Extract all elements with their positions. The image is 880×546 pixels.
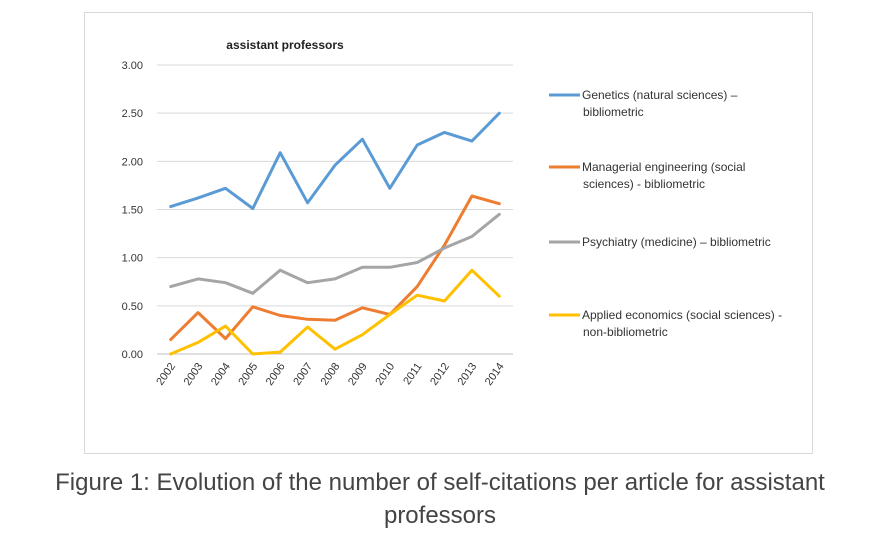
y-tick-label: 2.00 xyxy=(122,156,143,168)
x-tick-label: 2002 xyxy=(154,361,178,388)
series-line-4 xyxy=(169,268,501,356)
legend-label-1: bibliometric xyxy=(583,105,644,119)
x-tick-label: 2014 xyxy=(483,361,507,388)
x-tick-label: 2007 xyxy=(291,361,315,388)
x-tick-label: 2008 xyxy=(319,361,343,388)
x-tick-label: 2005 xyxy=(236,361,260,388)
x-tick-label: 2009 xyxy=(346,361,370,388)
chart-area: assistant professors 0.00 0.50 1.00 1.50 2.00… xyxy=(84,12,813,454)
y-tick-label: 1.50 xyxy=(122,205,143,217)
line-chart: assistant professors 0.00 0.50 1.00 1.50 2.00… xyxy=(122,38,783,388)
x-tick-label: 2013 xyxy=(456,361,480,388)
x-tick-label: 2004 xyxy=(209,361,233,388)
chart-title: assistant professors xyxy=(226,38,344,52)
x-tick-label: 2012 xyxy=(428,361,452,388)
legend-label-4: non-bibliometric xyxy=(583,325,668,339)
series-line-1 xyxy=(169,111,501,210)
series-line-3 xyxy=(169,212,501,295)
y-tick-label: 3.00 xyxy=(122,60,143,72)
y-tick-label: 0.00 xyxy=(122,349,143,361)
legend-label-1: Genetics (natural sciences) – xyxy=(582,88,738,102)
legend-label-4: Applied economics (social sciences) - xyxy=(582,308,782,322)
x-tick-label: 2010 xyxy=(373,361,397,388)
x-tick-label: 2011 xyxy=(401,361,424,387)
x-tick-label: 2003 xyxy=(182,361,206,388)
legend-label-2: Managerial engineering (social xyxy=(582,160,745,174)
x-tick-label: 2006 xyxy=(264,361,288,388)
legend-label-3: Psychiatry (medicine) – bibliometric xyxy=(582,235,771,249)
series-line-2 xyxy=(169,194,501,342)
y-tick-label: 0.50 xyxy=(122,301,143,313)
y-tick-label: 1.00 xyxy=(122,253,143,265)
figure-caption: Figure 1: Evolution of the number of sel… xyxy=(55,469,825,529)
y-tick-label: 2.50 xyxy=(122,108,143,120)
legend-label-2: sciences) - bibliometric xyxy=(583,177,705,191)
